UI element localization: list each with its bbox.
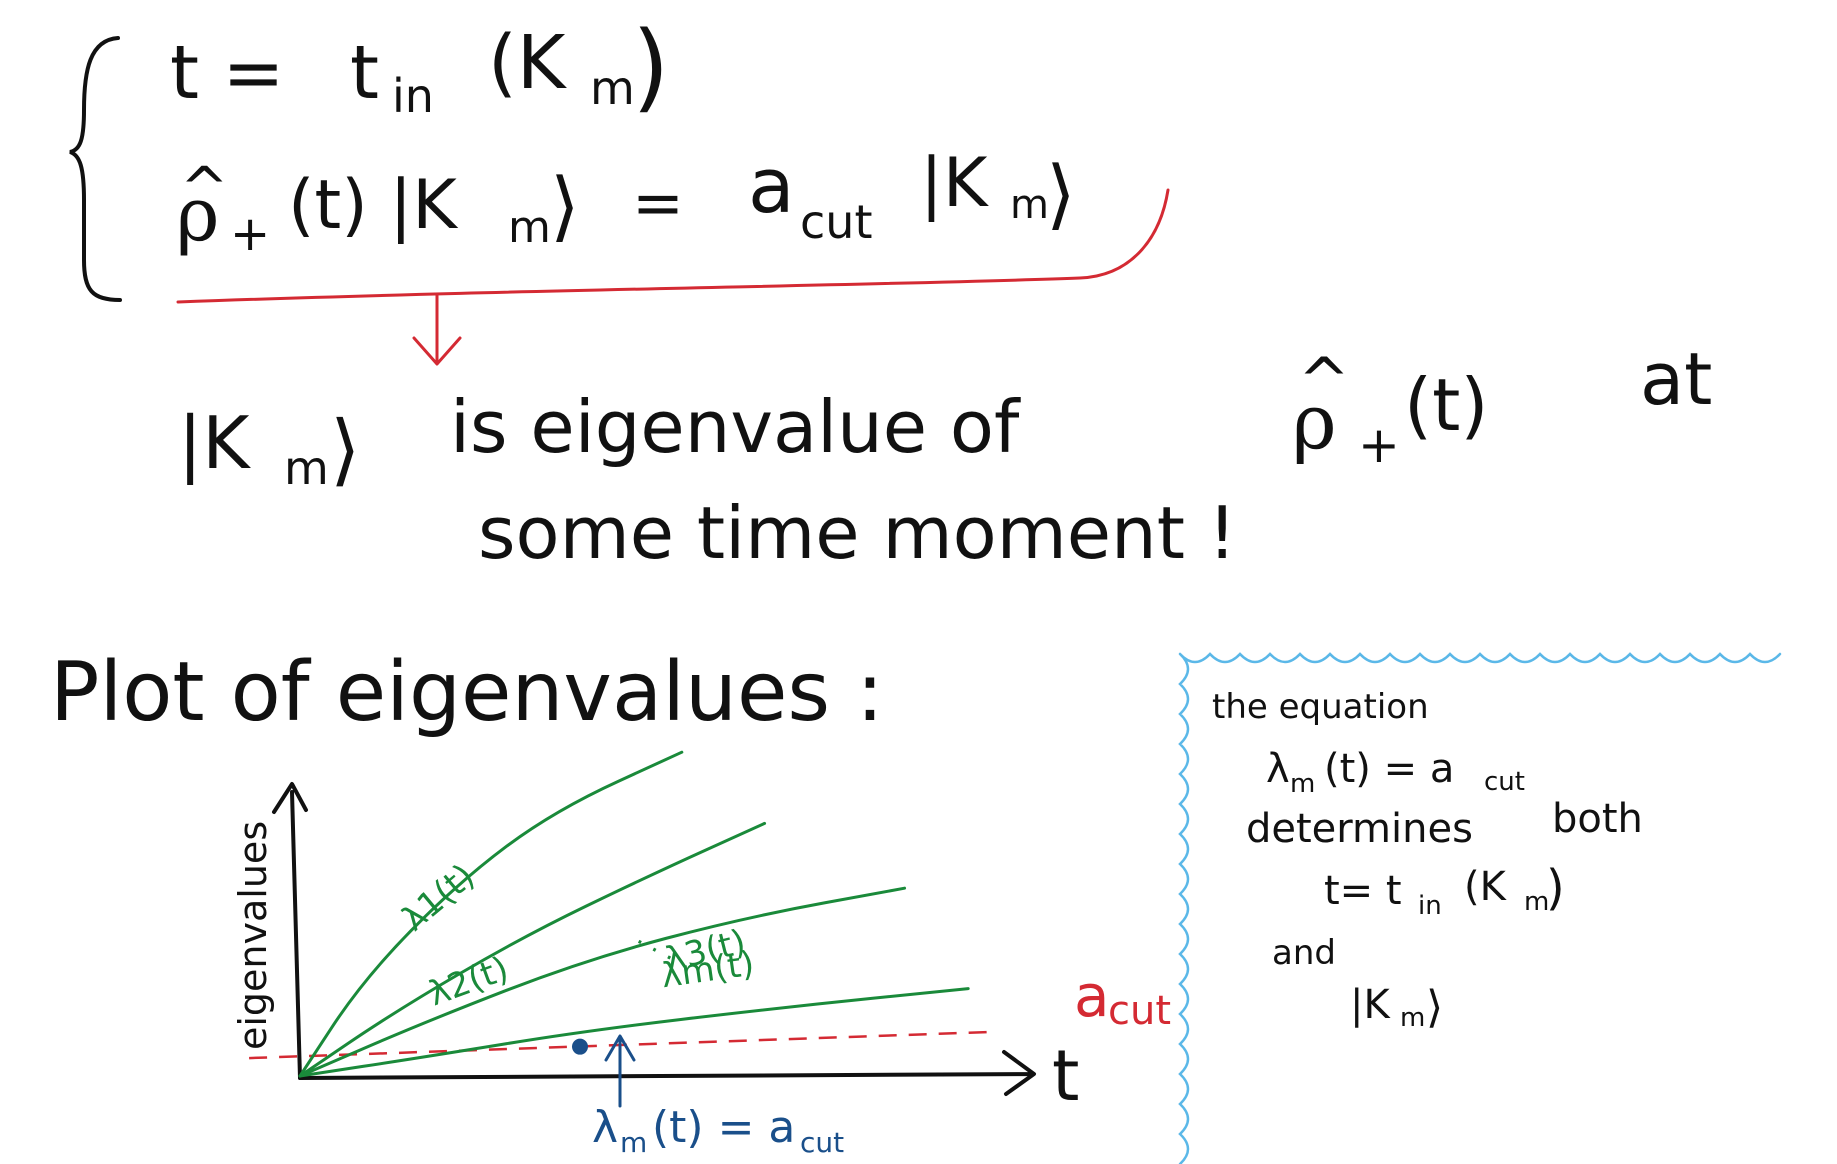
eigenvalue-chart: eigenvalues t λ1(t)λ2(t) λ3(t)λm(t) a cut… (231, 750, 1171, 1159)
eq2-op-hat: ^ (180, 154, 229, 222)
eq2-rhs-ket-sub: m (1010, 182, 1049, 228)
note-t-eq-arg-sub: m (1524, 887, 1549, 917)
series-layer: λ1(t)λ2(t) λ3(t)λm(t) (249, 750, 988, 1078)
x-axis-label: t (1052, 1035, 1079, 1117)
eq2-ket-close: ⟩ (550, 161, 580, 250)
side-note: the equation λ m (t) = a cut determines … (1178, 652, 1782, 1164)
series-line-4 (298, 987, 970, 1078)
note-line3b: both (1552, 796, 1643, 842)
conclusion-op-arg: (t) (1404, 363, 1488, 447)
eq2-op: ρ (176, 172, 220, 258)
note-t-eq-close: ) (1546, 860, 1565, 916)
x-axis (298, 1050, 1036, 1096)
intersection-label-sub2: cut (800, 1126, 844, 1159)
eq1-rhs-close: ) (632, 11, 669, 123)
plot-heading: Plot of eigenvalues : (50, 645, 884, 740)
y-axis (272, 782, 308, 1080)
eq2-rhs-ket-close: ⟩ (1046, 149, 1076, 238)
cutoff-label-a: a (1074, 962, 1110, 1030)
note-eq-lhs: λ (1266, 746, 1290, 792)
note-t-eq-sub: in (1418, 891, 1442, 921)
note-eq-lhs-sub: m (1290, 769, 1315, 799)
eq2-rhs-ket: |K (920, 144, 990, 223)
conclusion-op-hat: ^ (1298, 344, 1350, 417)
cutoff-label-sub: cut (1108, 988, 1171, 1034)
series-line-3 (298, 886, 907, 1078)
note-line3a: determines (1246, 806, 1473, 852)
eq2-eq: = (632, 166, 684, 239)
eq2-op-sub: + (230, 206, 270, 262)
conclusion-text2: some time moment ! (478, 491, 1237, 575)
intersection-point (572, 1038, 588, 1055)
eq2-op-arg: (t) |K (288, 166, 459, 245)
intersection-label-sub: m (620, 1126, 647, 1159)
note-line1: the equation (1212, 687, 1429, 727)
conclusion-text1: is eigenvalue of (450, 385, 1021, 469)
note-eq-rest-sub: cut (1484, 767, 1525, 797)
conclusion-ket: |K (178, 401, 251, 486)
intersection-arrow (604, 1034, 636, 1108)
intersection-label-lhs: λ (592, 1102, 618, 1153)
eq1-rhs-sub: in (392, 69, 434, 123)
eq1-lhs: t = (170, 30, 285, 116)
eq1-rhs-arg-sub: m (590, 61, 635, 115)
series-label-1: λ1(t) (394, 856, 482, 939)
conclusion-ket-sub: m (284, 441, 329, 495)
eq2-a-sub: cut (800, 195, 872, 249)
series-line-1 (298, 750, 684, 1078)
note-t-eq: t= t (1324, 868, 1402, 914)
note-eq-rest: (t) = a (1324, 746, 1454, 792)
series-line-2 (298, 821, 767, 1078)
eq2-a: a (748, 141, 795, 230)
intersection-label-rest: (t) = a (652, 1102, 795, 1153)
note-and: and (1272, 933, 1336, 973)
eq2-ket-sub: m (508, 202, 551, 253)
curly-brace (69, 36, 122, 302)
note-ket-close: ⟩ (1426, 982, 1443, 1033)
eq1-rhs-arg: (K (488, 20, 568, 106)
note-t-eq-arg: (K (1464, 864, 1508, 910)
note-ket-sub: m (1400, 1003, 1425, 1033)
equation-system: t = t in (K m ) ^ ρ + (t) |K m ⟩ = a cut… (69, 11, 1170, 366)
conclusion-at: at (1640, 337, 1712, 421)
conclusion-op: ρ (1292, 377, 1337, 466)
conclusion-op-sub: + (1358, 416, 1400, 474)
y-axis-label: eigenvalues (231, 821, 275, 1050)
note-wavy-border (1178, 652, 1782, 1164)
conclusion-ket-close: ⟩ (330, 405, 360, 495)
red-arrow (412, 292, 462, 366)
cutoff-line (249, 1030, 988, 1060)
note-ket: |K (1350, 982, 1391, 1028)
conclusion: |K m ⟩ is eigenvalue of ^ ρ + (t) at som… (178, 337, 1712, 575)
eq1-rhs-base: t (350, 30, 379, 116)
red-underline (176, 188, 1170, 304)
